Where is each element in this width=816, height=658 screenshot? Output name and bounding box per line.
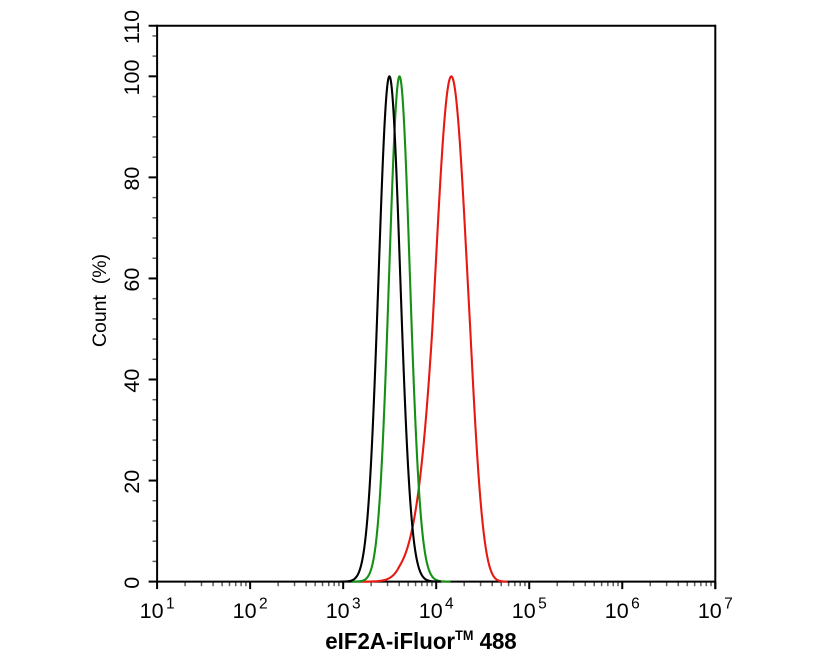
svg-text:60: 60 — [120, 268, 144, 292]
svg-text:20: 20 — [120, 470, 144, 494]
svg-text:Count (%): Count (%) — [89, 254, 111, 347]
svg-text:110: 110 — [120, 10, 144, 44]
svg-text:40: 40 — [120, 369, 144, 393]
svg-text:80: 80 — [120, 167, 144, 191]
svg-text:eIF2A-iFluorTM 488: eIF2A-iFluorTM 488 — [325, 627, 517, 653]
svg-text:100: 100 — [120, 60, 144, 96]
svg-text:104: 10 4 — [419, 596, 454, 623]
svg-text:0: 0 — [120, 577, 144, 589]
